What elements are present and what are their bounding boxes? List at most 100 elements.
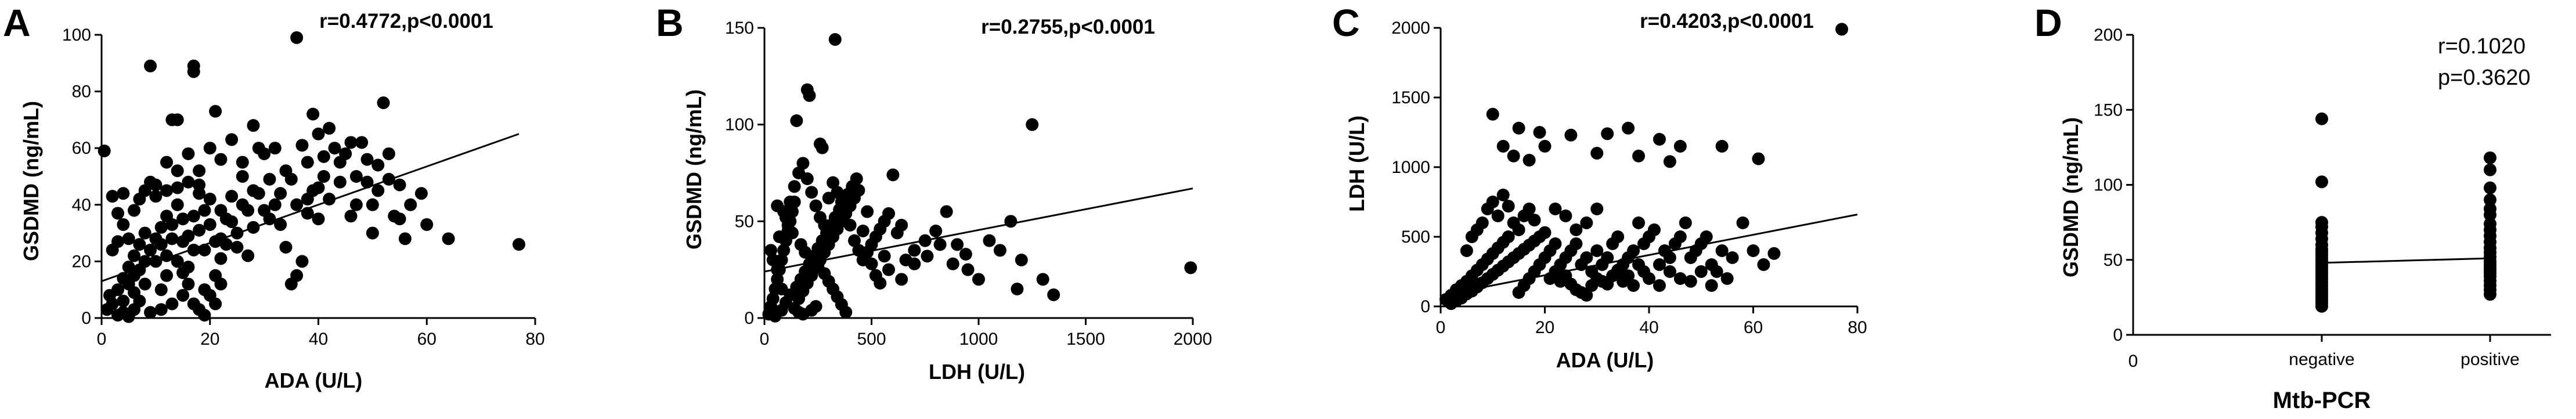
- data-point: [1580, 216, 1593, 229]
- data-point: [1627, 279, 1640, 292]
- panel-a-annotation: r=0.4772,p<0.0001: [319, 10, 493, 32]
- data-point: [382, 147, 395, 160]
- plot-c: 0 20 40 60 80 0 500 1000 1500 2000: [1391, 19, 1867, 337]
- data-point: [766, 292, 780, 305]
- y-tick-label: 2000: [1391, 19, 1430, 38]
- data-point: [154, 221, 168, 234]
- data-point: [182, 175, 195, 189]
- data-point: [1570, 223, 1583, 236]
- data-point: [306, 107, 320, 121]
- category-label-positive: positive: [2460, 350, 2520, 369]
- data-point: [263, 172, 276, 186]
- data-point: [117, 294, 130, 308]
- data-point: [1580, 251, 1593, 264]
- data-point: [1601, 127, 1614, 140]
- x-tick-label: 80: [525, 330, 544, 349]
- data-point: [1528, 214, 1541, 227]
- data-point: [1047, 288, 1060, 301]
- data-point: [1673, 140, 1687, 153]
- panel-b-annotation: r=0.2755,p<0.0001: [981, 16, 1155, 38]
- data-point: [1767, 247, 1781, 260]
- data-point: [144, 243, 157, 257]
- data-point: [111, 283, 125, 297]
- data-point: [360, 153, 374, 166]
- data-point: [312, 181, 325, 194]
- data-point: [182, 229, 195, 243]
- data-point: [1710, 265, 1723, 278]
- data-point: [214, 252, 228, 265]
- data-point: [800, 172, 814, 185]
- data-point: [1653, 258, 1666, 271]
- data-point: [1622, 121, 1635, 135]
- x-tick-label: 0: [97, 330, 107, 349]
- data-point: [775, 283, 788, 295]
- data-point: [236, 198, 249, 211]
- data-point: [122, 232, 135, 245]
- data-point: [1502, 200, 1515, 213]
- data-point: [1036, 273, 1049, 286]
- data-point: [1757, 258, 1770, 271]
- panel-b-xlabel: LDH (U/L): [929, 360, 1025, 384]
- data-point: [784, 196, 797, 208]
- data-point: [344, 136, 358, 149]
- data-point: [171, 181, 184, 194]
- data-point: [908, 257, 921, 270]
- data-point: [2484, 163, 2496, 176]
- data-point: [1700, 230, 1713, 243]
- data-point: [176, 288, 190, 302]
- panel-c-ylabel: LDH (U/L): [1345, 115, 1369, 212]
- data-point: [1627, 244, 1640, 257]
- data-point: [252, 187, 265, 200]
- data-point: [268, 198, 282, 211]
- data-point: [1684, 274, 1697, 288]
- data-point: [263, 212, 276, 226]
- data-point: [1663, 155, 1676, 168]
- data-point: [165, 297, 179, 310]
- panel-d: D 0 50 100 150 200 0 negative positive r=0.1020…: [2034, 1, 2551, 413]
- data-point: [1460, 244, 1473, 257]
- data-point: [805, 186, 818, 199]
- data-point: [404, 198, 417, 211]
- data-point: [1643, 272, 1655, 285]
- x-tick-label: 60: [1744, 318, 1763, 337]
- plot-d: 0 50 100 150 200 0 negative positive: [2094, 26, 2551, 371]
- panel-c: C 0 20 40 60 80 0 500 1000 1500 2000 r=0.4203,p<0…: [1332, 1, 1867, 372]
- x-tick-label: 40: [1639, 318, 1658, 337]
- x-tick-label: 1000: [959, 330, 998, 349]
- data-point: [193, 178, 206, 192]
- panel-b-ylabel: GSDMD (ng/mL): [682, 89, 706, 250]
- data-point: [852, 184, 865, 197]
- data-point: [827, 176, 840, 189]
- data-point: [279, 241, 293, 254]
- data-point: [176, 212, 190, 226]
- data-point: [1564, 128, 1578, 142]
- data-point: [1752, 152, 1765, 165]
- data-point: [268, 142, 282, 155]
- data-point: [160, 269, 174, 282]
- y-tick-label: 40: [72, 196, 91, 215]
- data-point: [777, 244, 791, 257]
- data-point: [203, 218, 217, 231]
- panel-a-xlabel: ADA (U/L): [265, 369, 363, 392]
- data-point: [1549, 237, 1562, 250]
- data-point: [154, 283, 168, 297]
- data-point: [1549, 203, 1562, 215]
- data-point: [1486, 107, 1499, 121]
- y-tick-label: 1500: [1391, 88, 1430, 107]
- data-point: [312, 127, 325, 140]
- data-point: [193, 223, 206, 237]
- data-point: [279, 164, 293, 178]
- data-point: [1673, 230, 1687, 243]
- data-point: [788, 180, 801, 193]
- data-point: [1601, 251, 1614, 264]
- data-point: [1632, 216, 1646, 229]
- y-tick-label: 500: [1401, 227, 1430, 247]
- data-point: [2315, 112, 2328, 125]
- data-point: [993, 244, 1006, 257]
- data-point: [225, 133, 239, 146]
- data-point: [2484, 208, 2496, 222]
- data-point: [856, 225, 870, 237]
- panel-d-ylabel: GSDMD (ng/mL): [2059, 117, 2083, 277]
- y-tick-label: 20: [72, 252, 91, 271]
